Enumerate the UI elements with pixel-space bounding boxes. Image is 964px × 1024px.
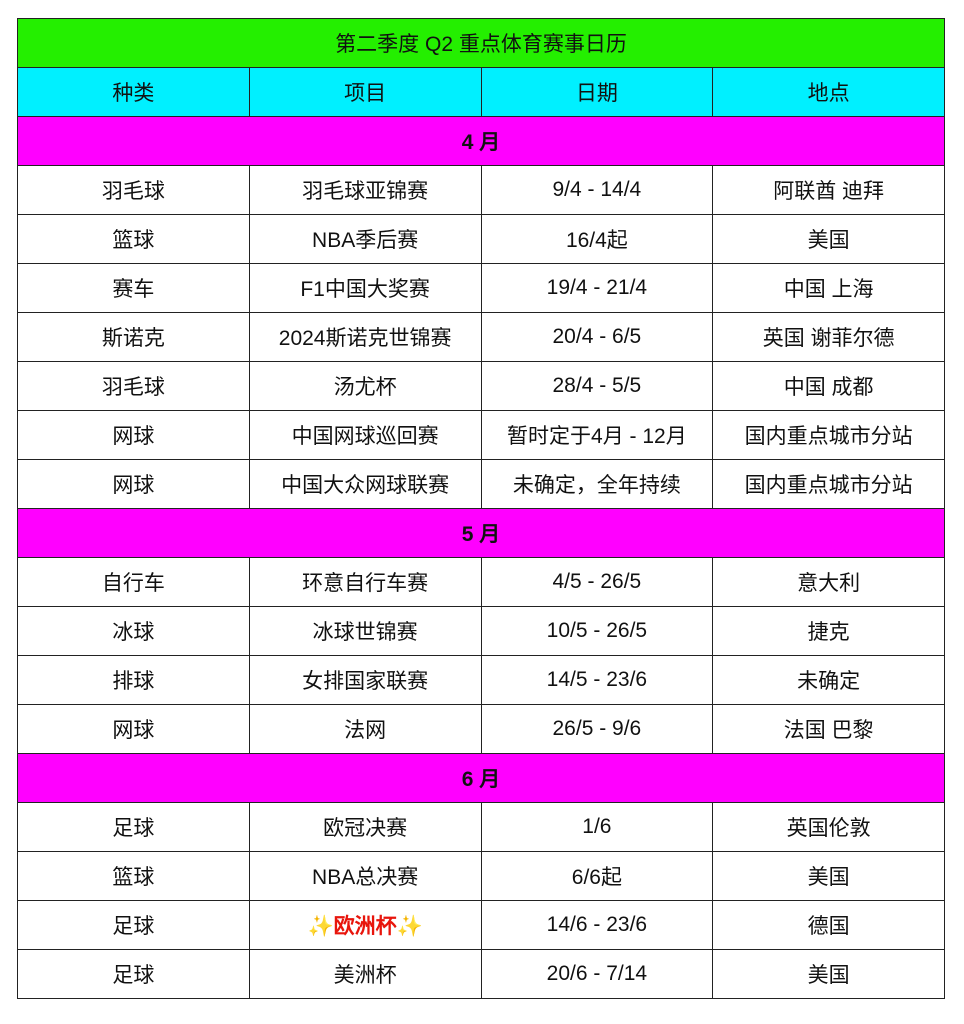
cell: 暂时定于4月 - 12月 [480, 410, 714, 460]
event-row: 足球 美洲杯 20/6 - 7/14 美国 [17, 949, 945, 999]
event-row: 篮球 NBA季后赛 16/4起 美国 [17, 214, 945, 264]
month-label: 6 月 [17, 753, 945, 803]
header-cell: 种类 [17, 67, 250, 117]
month-row: 6 月 [17, 753, 945, 803]
cell: 网球 [17, 459, 250, 509]
cell: 20/4 - 6/5 [480, 312, 714, 362]
event-row: 自行车 环意自行车赛 4/5 - 26/5 意大利 [17, 557, 945, 607]
cell: 赛车 [17, 263, 250, 313]
cell: 19/4 - 21/4 [480, 263, 714, 313]
month-label: 5 月 [17, 508, 945, 558]
header-cell: 日期 [480, 67, 714, 117]
cell: 捷克 [712, 606, 945, 656]
event-row: 网球 中国大众网球联赛 未确定，全年持续 国内重点城市分站 [17, 459, 945, 509]
cell: 篮球 [17, 851, 250, 901]
cell: 网球 [17, 704, 250, 754]
cell: 9/4 - 14/4 [480, 165, 714, 215]
cell: 女排国家联赛 [248, 655, 482, 705]
calendar-table: 第二季度 Q2 重点体育赛事日历 种类 项目 日期 地点 4 月羽毛球 羽毛球亚锦赛 9/4 … [17, 18, 945, 999]
month-row: 5 月 [17, 508, 945, 558]
header-row: 种类 项目 日期 地点 [17, 67, 945, 117]
cell: 中国大众网球联赛 [248, 459, 482, 509]
cell: 法网 [248, 704, 482, 754]
cell: 20/6 - 7/14 [480, 949, 714, 999]
cell: 6/6起 [480, 851, 714, 901]
cell: 足球 [17, 900, 250, 950]
event-row: 羽毛球 汤尤杯 28/4 - 5/5 中国 成都 [17, 361, 945, 411]
cell: 篮球 [17, 214, 250, 264]
cell: ✨欧洲杯✨ [248, 900, 482, 950]
cell: 意大利 [712, 557, 945, 607]
cell: 16/4起 [480, 214, 714, 264]
cell: 欧冠决赛 [248, 802, 482, 852]
header-cell: 项目 [248, 67, 482, 117]
cell: 国内重点城市分站 [712, 459, 945, 509]
cell: 未确定，全年持续 [480, 459, 714, 509]
cell: 4/5 - 26/5 [480, 557, 714, 607]
event-row: 网球 中国网球巡回赛 暂时定于4月 - 12月 国内重点城市分站 [17, 410, 945, 460]
cell: 阿联酋 迪拜 [712, 165, 945, 215]
month-row: 4 月 [17, 116, 945, 166]
cell: 斯诺克 [17, 312, 250, 362]
cell: 法国 巴黎 [712, 704, 945, 754]
event-row: 网球 法网 26/5 - 9/6 法国 巴黎 [17, 704, 945, 754]
cell: 英国 谢菲尔德 [712, 312, 945, 362]
table-title: 第二季度 Q2 重点体育赛事日历 [17, 18, 945, 68]
calendar: 第二季度 Q2 重点体育赛事日历 种类 项目 日期 地点 4 月羽毛球 羽毛球亚锦赛 9/4 … [17, 18, 945, 999]
cell: 羽毛球亚锦赛 [248, 165, 482, 215]
cell: F1中国大奖赛 [248, 263, 482, 313]
event-row: 足球 欧冠决赛 1/6 英国伦敦 [17, 802, 945, 852]
cell: 足球 [17, 802, 250, 852]
cell: 美国 [712, 949, 945, 999]
cell: 美国 [712, 214, 945, 264]
cell: 未确定 [712, 655, 945, 705]
cell: 羽毛球 [17, 361, 250, 411]
cell: NBA总决赛 [248, 851, 482, 901]
event-row: 赛车 F1中国大奖赛 19/4 - 21/4 中国 上海 [17, 263, 945, 313]
cell: 英国伦敦 [712, 802, 945, 852]
title-row: 第二季度 Q2 重点体育赛事日历 [17, 18, 945, 68]
cell: 德国 [712, 900, 945, 950]
header-cell: 地点 [712, 67, 945, 117]
month-label: 4 月 [17, 116, 945, 166]
cell: 环意自行车赛 [248, 557, 482, 607]
cell: 中国 成都 [712, 361, 945, 411]
event-row: 篮球 NBA总决赛 6/6起 美国 [17, 851, 945, 901]
cell: 排球 [17, 655, 250, 705]
cell: 冰球 [17, 606, 250, 656]
cell: 美洲杯 [248, 949, 482, 999]
cell: 美国 [712, 851, 945, 901]
cell: 中国网球巡回赛 [248, 410, 482, 460]
event-row: 排球 女排国家联赛 14/5 - 23/6 未确定 [17, 655, 945, 705]
cell: 汤尤杯 [248, 361, 482, 411]
cell: 网球 [17, 410, 250, 460]
cell: 中国 上海 [712, 263, 945, 313]
cell: 26/5 - 9/6 [480, 704, 714, 754]
event-row: 足球 ✨欧洲杯✨ 14/6 - 23/6 德国 [17, 900, 945, 950]
cell: 28/4 - 5/5 [480, 361, 714, 411]
cell: 1/6 [480, 802, 714, 852]
cell: 10/5 - 26/5 [480, 606, 714, 656]
cell: 2024斯诺克世锦赛 [248, 312, 482, 362]
cell: 冰球世锦赛 [248, 606, 482, 656]
cell: 14/5 - 23/6 [480, 655, 714, 705]
cell: 国内重点城市分站 [712, 410, 945, 460]
event-row: 斯诺克 2024斯诺克世锦赛 20/4 - 6/5 英国 谢菲尔德 [17, 312, 945, 362]
cell: NBA季后赛 [248, 214, 482, 264]
event-row: 羽毛球 羽毛球亚锦赛 9/4 - 14/4 阿联酋 迪拜 [17, 165, 945, 215]
cell: 足球 [17, 949, 250, 999]
cell: 14/6 - 23/6 [480, 900, 714, 950]
event-row: 冰球 冰球世锦赛 10/5 - 26/5 捷克 [17, 606, 945, 656]
cell: 自行车 [17, 557, 250, 607]
cell: 羽毛球 [17, 165, 250, 215]
